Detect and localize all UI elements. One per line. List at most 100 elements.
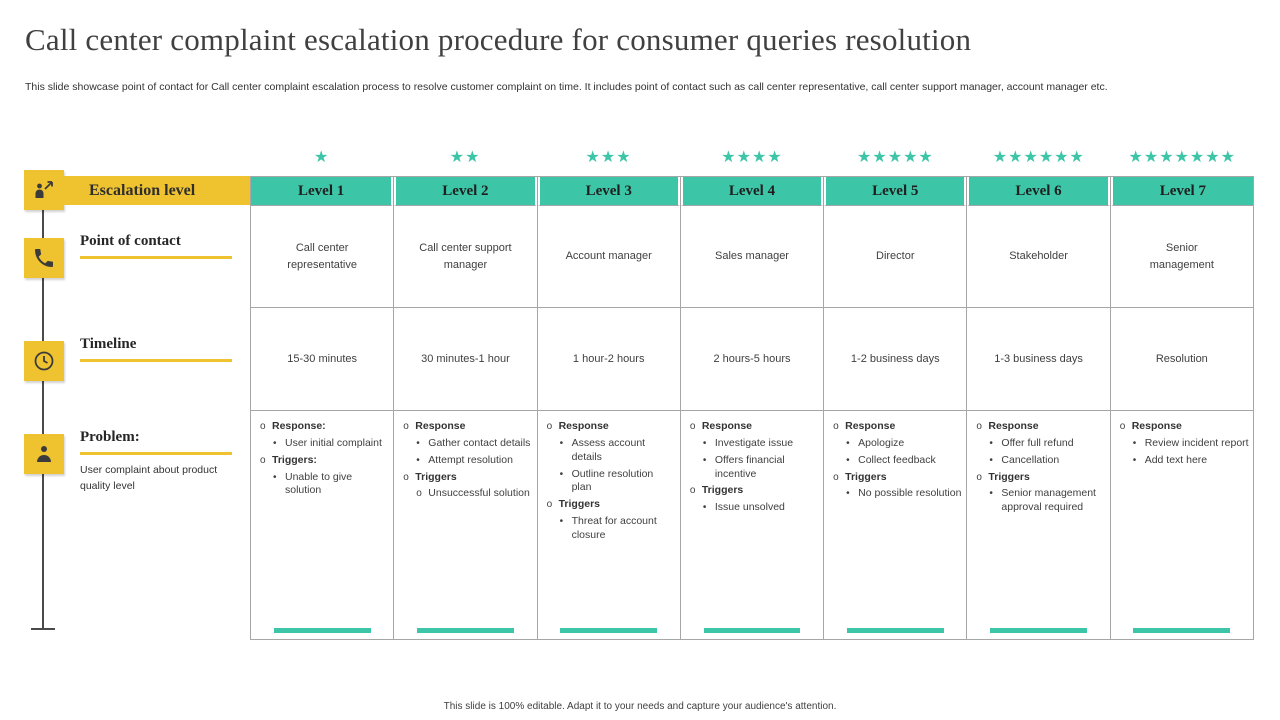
list-item-text: Triggers: [845, 470, 887, 483]
list-item-text: Review incident report: [1144, 436, 1249, 449]
column-accent-bar: [846, 628, 944, 633]
problem-cell: o Response • Investigate issue • Offers finan…: [680, 410, 824, 639]
list-item-text: Triggers: [558, 498, 600, 511]
list-bullet: o: [260, 421, 266, 432]
list-item-text: Response: [701, 420, 753, 432]
level-column-5: Level 5 Director 1-2 business days o Resp…: [823, 177, 967, 639]
level-stars: ★★: [449, 149, 481, 166]
list-item-text: Apologize: [858, 436, 905, 449]
problem-list: o Response • Gather contact details • Attempt…: [403, 420, 532, 501]
problem-list-item: o Triggers:: [260, 454, 389, 468]
timeline-cell: Resolution: [1110, 307, 1253, 410]
timeline-icon-box: [24, 341, 64, 381]
level-header: Level 5: [824, 177, 967, 206]
list-bullet: o: [689, 421, 696, 432]
problem-list-item: • Review incident report: [1120, 437, 1249, 451]
list-item-text: Response:: [272, 420, 326, 432]
point-of-contact-cell: Senior management: [1149, 242, 1214, 271]
list-bullet: •: [989, 454, 993, 466]
problem-list-item: • Cancellation: [976, 454, 1105, 468]
problem-list-item: • Add text here: [1120, 454, 1249, 468]
list-bullet: o: [546, 499, 553, 511]
problem-list-item: o Response: [403, 420, 532, 434]
problem-list-item: • Attempt resolution: [403, 454, 532, 468]
problem-list-item: • Issue unsolved: [690, 501, 819, 515]
list-bullet: •: [559, 437, 564, 449]
problem-list-item: o Triggers: [403, 471, 532, 485]
list-item-text: Investigate issue: [714, 436, 794, 449]
list-item-text: Triggers:: [272, 453, 317, 466]
list-bullet: •: [846, 454, 850, 466]
column-accent-bar: [703, 628, 801, 633]
list-bullet: o: [689, 485, 696, 497]
list-bullet: o: [416, 488, 422, 500]
list-bullet: o: [976, 421, 982, 432]
list-bullet: •: [702, 502, 707, 514]
problem-list: o Response • Review incident report • Add tex…: [1120, 420, 1249, 468]
problem-list-item: • Gather contact details: [403, 437, 532, 451]
level-stars: ★: [314, 149, 330, 166]
problem-label: Problem:: [80, 429, 140, 445]
escalation-icon-box: [24, 170, 64, 210]
column-accent-bar: [417, 628, 514, 633]
problem-list: o Response: • User initial complaint o Trigge…: [260, 420, 389, 498]
stars-row: ★ ★★ ★★★ ★★★★ ★★★★★ ★★★★★★ ★★★★★★★: [250, 146, 1254, 170]
list-item-text: Response: [845, 420, 896, 432]
problem-list-item: o Response: [833, 420, 962, 434]
rail-connector-line: [42, 192, 44, 628]
list-bullet: o: [833, 421, 839, 432]
problem-list-item: • No possible resolution: [833, 487, 962, 501]
timeline-cell: 1-2 business days: [824, 307, 967, 410]
problem-list-item: o Unsuccessful solution: [403, 487, 532, 501]
slide-subtitle: This slide showcase point of contact for…: [25, 81, 1108, 93]
problem-cell: o Response • Apologize • Collect feedback o Tri…: [824, 410, 967, 639]
timeline-clock-icon: [34, 351, 54, 371]
problem-list-item: o Response:: [260, 420, 389, 434]
list-item-text: Outline resolution plan: [571, 467, 654, 494]
problem-list-item: o Response: [976, 420, 1105, 434]
problem-icon-box: [24, 434, 64, 474]
list-bullet: •: [273, 437, 277, 449]
problem-list-item: o Response: [1120, 420, 1249, 434]
level-header: Level 3: [537, 177, 680, 206]
point-of-contact-cell: Stakeholder: [1009, 250, 1068, 263]
list-bullet: •: [559, 468, 564, 480]
problem-cell: o Response • Offer full refund • Cancellation…: [967, 410, 1110, 639]
point-of-contact-cell: Sales manager: [714, 250, 789, 263]
list-bullet: •: [846, 488, 850, 500]
page-title: Call center complaint escalation procedu…: [25, 22, 972, 57]
list-item-text: Assess account details: [571, 436, 646, 463]
list-bullet: •: [989, 488, 993, 500]
level-header: Level 4: [680, 177, 824, 206]
timeline-cell: 2 hours-5 hours: [680, 307, 824, 410]
level-stars: ★★★★★★: [992, 149, 1085, 166]
list-item-text: Issue unsolved: [714, 501, 785, 514]
list-item-text: Collect feedback: [858, 453, 936, 466]
list-item-text: Response: [988, 420, 1039, 432]
level-stars: ★★★★★: [857, 149, 934, 166]
problem-list-item: o Response: [547, 420, 676, 434]
problem-cell: o Response • Review incident report • Add tex…: [1110, 410, 1253, 639]
list-bullet: o: [833, 471, 839, 483]
point-of-contact-cell: Director: [876, 250, 915, 263]
timeline-cell: 30 minutes-1 hour: [394, 307, 537, 410]
timeline-cell: 1-3 business days: [967, 307, 1110, 410]
list-item-text: User initial complaint: [285, 436, 382, 449]
point-of-contact-label: Point of contact: [80, 233, 181, 249]
problem-list-item: • Unable to give solution: [260, 471, 389, 499]
problem-list-item: • Collect feedback: [833, 454, 962, 468]
timeline-label: Timeline: [80, 336, 137, 352]
list-bullet: o: [260, 454, 266, 466]
rail-connector-end: [31, 628, 55, 630]
level-column-2: Level 2 Call center support manager 30 m…: [393, 177, 537, 639]
problem-cell: o Response • Gather contact details • Attempt…: [394, 410, 537, 639]
list-bullet: •: [1132, 454, 1137, 466]
list-item-text: Gather contact details: [428, 436, 531, 449]
list-item-text: Unable to give solution: [285, 470, 353, 497]
problem-list-item: • Outline resolution plan: [547, 468, 676, 496]
list-bullet: •: [846, 437, 850, 449]
list-item-text: Offer full refund: [1001, 436, 1074, 449]
list-item-text: Response: [415, 420, 466, 432]
timeline-underline: [80, 359, 232, 362]
